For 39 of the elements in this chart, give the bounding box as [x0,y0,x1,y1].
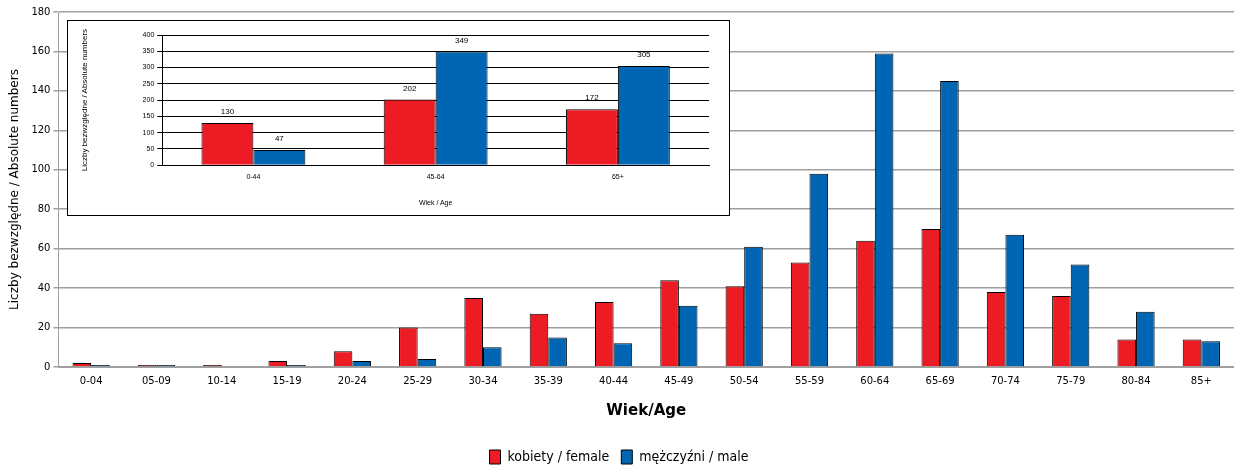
y-tick-label: 100 [31,163,51,175]
x-axis-title: Wiek/Age [606,400,687,419]
x-tick-label: 05-09 [141,374,171,386]
data-label: 47 [274,134,285,144]
y-tick-label: 120 [31,123,51,135]
x-tick-label: 60-64 [860,374,890,386]
data-label: 202 [402,83,417,93]
x-tick-label: 35-39 [533,374,563,386]
x-tick-label: 55-59 [794,374,825,386]
x-tick-label: 10-14 [207,374,237,386]
data-label: 172 [585,93,600,103]
data-label: 349 [454,35,469,45]
x-tick-label: 80-84 [1121,374,1151,386]
x-tick-label: 75-79 [1056,374,1086,386]
y-tick-label: 40 [37,281,51,293]
x-tick-label: 70-74 [990,374,1020,386]
y-tick-label: 140 [31,84,51,96]
legend-label: mężczyźni / male [639,447,749,464]
data-label: 305 [637,50,652,60]
y-axis-title: Liczby bezwzględne / Absolute numbers [80,28,89,172]
x-tick-label: 30-34 [468,374,498,386]
y-tick-label: 160 [31,45,51,57]
legend-label: kobiety / female [507,447,610,464]
y-axis-title: Liczby bezwzględne / Absolute numbers [7,69,22,310]
y-tick-label: 60 [37,242,51,254]
y-tick-label: 20 [37,321,51,333]
y-tick-label: 0 [44,360,51,372]
x-tick-label: 65-69 [925,374,955,386]
x-tick-label: 20-24 [337,374,367,386]
x-tick-label: 85+ [1190,374,1212,386]
data-label: 130 [220,107,235,117]
x-tick-label: 0-04 [79,374,103,386]
x-tick-label: 50-54 [729,374,759,386]
x-tick-label: 15-19 [272,374,302,386]
y-tick-label: 180 [31,5,51,17]
y-tick-label: 80 [37,202,51,214]
x-tick-label: 25-29 [403,374,433,386]
x-tick-label: 45-49 [664,374,694,386]
x-tick-label: 40-44 [599,374,629,386]
